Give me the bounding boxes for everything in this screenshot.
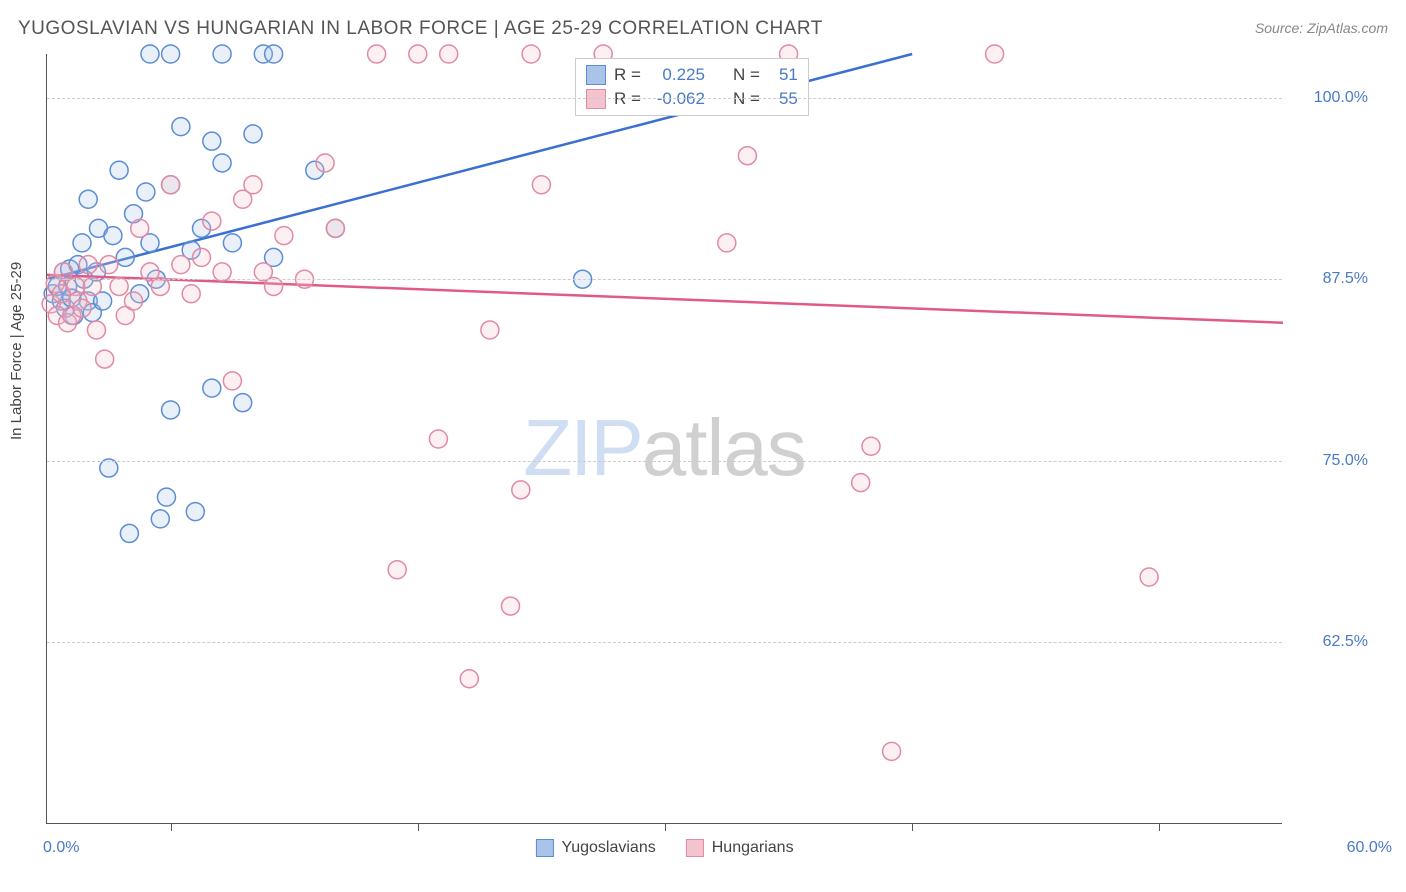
data-point — [96, 350, 114, 368]
data-point — [502, 597, 520, 615]
x-tick-mark — [171, 823, 172, 831]
stat-r-label: R = — [614, 65, 641, 85]
data-point — [213, 154, 231, 172]
data-point — [79, 190, 97, 208]
data-point — [852, 474, 870, 492]
x-tick-mark — [912, 823, 913, 831]
gridline-horizontal — [47, 642, 1282, 643]
correlation-stats-box: R = 0.225 N = 51 R = -0.062 N = 55 — [575, 58, 809, 116]
data-point — [234, 394, 252, 412]
stat-n-label: N = — [733, 89, 760, 109]
legend-item: Yugoslavians — [535, 839, 655, 857]
x-axis-max-label: 60.0% — [1347, 839, 1392, 857]
data-point — [125, 292, 143, 310]
x-axis-min-label: 0.0% — [43, 839, 79, 857]
stat-row: R = -0.062 N = 55 — [586, 87, 798, 111]
data-point — [532, 176, 550, 194]
plot-area: ZIPatlas R =0.225N =51R =-0.062N =55 0.0… — [46, 54, 1282, 824]
data-point — [223, 372, 241, 390]
data-point — [120, 524, 138, 542]
gridline-horizontal — [47, 279, 1282, 280]
data-point — [1140, 568, 1158, 586]
chart-svg — [47, 54, 1282, 823]
stat-n-label: N = — [733, 65, 760, 85]
data-point — [162, 45, 180, 63]
data-point — [862, 437, 880, 455]
gridline-horizontal — [47, 98, 1282, 99]
regression-line — [47, 275, 1283, 323]
data-point — [172, 256, 190, 274]
data-point — [100, 256, 118, 274]
data-point — [326, 219, 344, 237]
data-point — [718, 234, 736, 252]
data-point — [116, 248, 134, 266]
x-tick-mark — [418, 823, 419, 831]
stat-r-value: 0.225 — [649, 65, 705, 85]
data-point — [157, 488, 175, 506]
y-tick-label: 100.0% — [1298, 89, 1368, 107]
data-point — [162, 401, 180, 419]
x-tick-mark — [1159, 823, 1160, 831]
data-point — [193, 248, 211, 266]
legend-swatch-icon — [586, 65, 606, 85]
y-tick-label: 75.0% — [1298, 452, 1368, 470]
data-point — [460, 670, 478, 688]
data-point — [275, 227, 293, 245]
data-point — [110, 161, 128, 179]
data-point — [388, 561, 406, 579]
data-point — [522, 45, 540, 63]
data-point — [79, 256, 97, 274]
series-legend: Yugoslavians Hungarians — [535, 839, 793, 857]
stat-r-value: -0.062 — [649, 89, 705, 109]
data-point — [203, 212, 221, 230]
stat-row: R = 0.225 N = 51 — [586, 63, 798, 87]
data-point — [429, 430, 447, 448]
legend-swatch-icon — [535, 839, 553, 857]
data-point — [73, 299, 91, 317]
data-point — [137, 183, 155, 201]
data-point — [162, 176, 180, 194]
data-point — [87, 321, 105, 339]
data-point — [409, 45, 427, 63]
data-point — [244, 176, 262, 194]
data-point — [368, 45, 386, 63]
gridline-horizontal — [47, 461, 1282, 462]
data-point — [104, 227, 122, 245]
stat-r-label: R = — [614, 89, 641, 109]
data-point — [203, 379, 221, 397]
x-tick-mark — [665, 823, 666, 831]
chart-title: YUGOSLAVIAN VS HUNGARIAN IN LABOR FORCE … — [18, 18, 823, 40]
data-point — [186, 503, 204, 521]
legend-series-label: Yugoslavians — [561, 839, 655, 857]
legend-swatch-icon — [586, 89, 606, 109]
data-point — [512, 481, 530, 499]
legend-swatch-icon — [686, 839, 704, 857]
data-point — [244, 125, 262, 143]
stat-n-value: 51 — [768, 65, 798, 85]
data-point — [986, 45, 1004, 63]
source-attribution: Source: ZipAtlas.com — [1255, 20, 1388, 36]
data-point — [481, 321, 499, 339]
data-point — [440, 45, 458, 63]
y-axis-label: In Labor Force | Age 25-29 — [8, 262, 25, 440]
data-point — [141, 45, 159, 63]
y-tick-label: 62.5% — [1298, 633, 1368, 651]
data-point — [131, 219, 149, 237]
data-point — [883, 742, 901, 760]
data-point — [172, 118, 190, 136]
data-point — [265, 45, 283, 63]
y-tick-label: 87.5% — [1298, 270, 1368, 288]
data-point — [73, 234, 91, 252]
data-point — [738, 147, 756, 165]
data-point — [203, 132, 221, 150]
stat-n-value: 55 — [768, 89, 798, 109]
legend-series-label: Hungarians — [712, 839, 794, 857]
data-point — [223, 234, 241, 252]
data-point — [213, 45, 231, 63]
data-point — [151, 510, 169, 528]
legend-item: Hungarians — [686, 839, 794, 857]
data-point — [182, 285, 200, 303]
data-point — [316, 154, 334, 172]
